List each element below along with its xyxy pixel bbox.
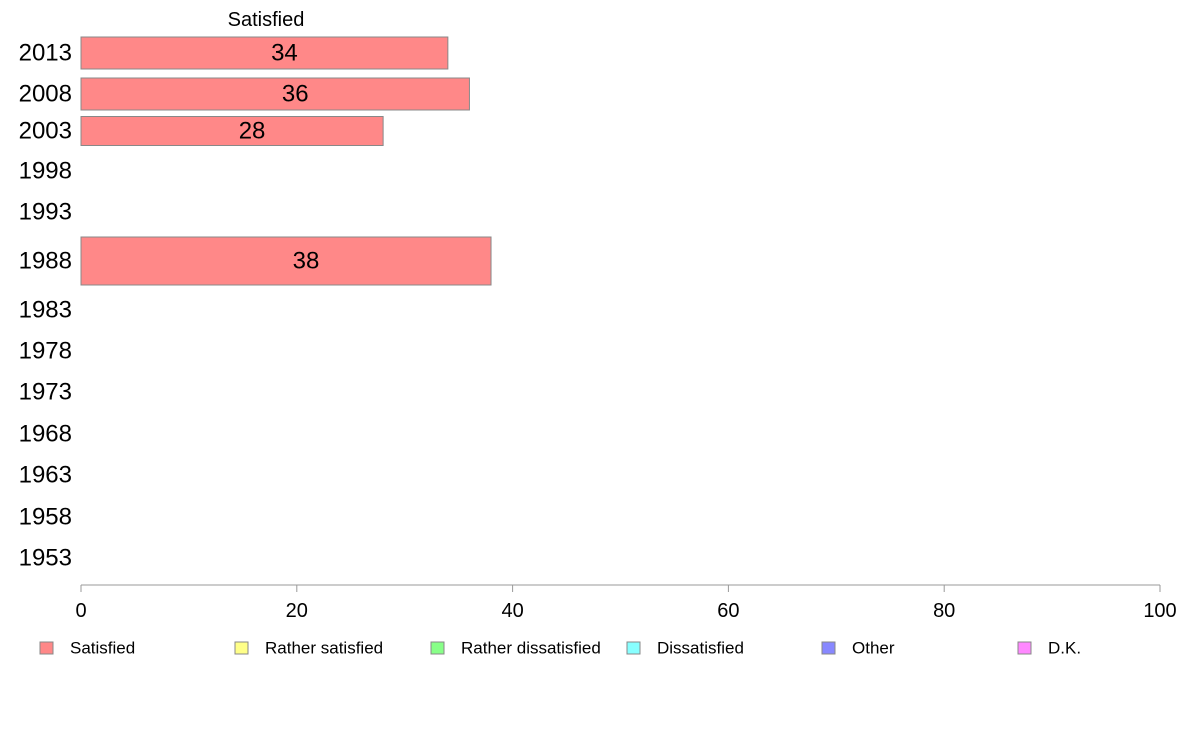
- legend-swatch: [626, 641, 641, 655]
- legend: Satisfied Rather satisfied Rather dissatis…: [39, 639, 1081, 658]
- x-tick-label: 60: [717, 600, 739, 622]
- category-label: 1978: [19, 338, 72, 365]
- x-tick-label: 20: [286, 600, 308, 622]
- category-label: 2013: [19, 40, 72, 67]
- legend-item: Other: [821, 639, 895, 658]
- category-label: 2003: [19, 118, 72, 145]
- legend-swatch: [1017, 641, 1032, 655]
- series-title: Satisfied: [228, 9, 305, 31]
- category-label: 1968: [19, 421, 72, 448]
- bar-value-label: 34: [271, 40, 298, 67]
- x-axis: 0 20 40 60 80 100: [75, 584, 1177, 622]
- legend-swatch: [234, 641, 249, 655]
- category-label: 1988: [19, 248, 72, 275]
- legend-item: Rather dissatisfied: [430, 639, 601, 658]
- x-tick-label: 0: [75, 600, 86, 622]
- legend-label: Dissatisfied: [657, 639, 744, 658]
- category-label: 1958: [19, 504, 72, 531]
- category-label: 1953: [19, 545, 72, 572]
- category-label: 1973: [19, 379, 72, 406]
- legend-label: Rather satisfied: [265, 639, 383, 658]
- legend-item: Satisfied: [39, 639, 135, 658]
- category-labels: 2013 2008 2003 1998 1993 1988 1983 1978 1973 1968…: [19, 40, 72, 572]
- category-label: 1998: [19, 158, 72, 185]
- bar-value-label: 28: [239, 118, 266, 145]
- bar: [80, 116, 384, 146]
- bar-value-label: 36: [282, 81, 309, 108]
- legend-swatch: [821, 641, 836, 655]
- category-label: 1993: [19, 199, 72, 226]
- category-label: 1963: [19, 462, 72, 489]
- x-tick-label: 80: [933, 600, 955, 622]
- x-tick-label: 100: [1143, 600, 1176, 622]
- bars: 34 36 28 38: [80, 36, 492, 286]
- legend-item: D.K.: [1017, 639, 1081, 658]
- legend-item: Rather satisfied: [234, 639, 383, 658]
- bar: [80, 36, 449, 70]
- legend-swatch: [430, 641, 445, 655]
- bar: [80, 77, 470, 111]
- bar-value-label: 38: [293, 248, 320, 275]
- category-label: 1983: [19, 297, 72, 324]
- bar: [80, 236, 492, 286]
- legend-item: Dissatisfied: [626, 639, 744, 658]
- x-tick-label: 40: [501, 600, 523, 622]
- legend-label: Other: [852, 639, 895, 658]
- legend-label: D.K.: [1048, 639, 1081, 658]
- legend-swatch: [39, 641, 54, 655]
- category-label: 2008: [19, 81, 72, 108]
- legend-label: Rather dissatisfied: [461, 639, 601, 658]
- legend-label: Satisfied: [70, 639, 135, 658]
